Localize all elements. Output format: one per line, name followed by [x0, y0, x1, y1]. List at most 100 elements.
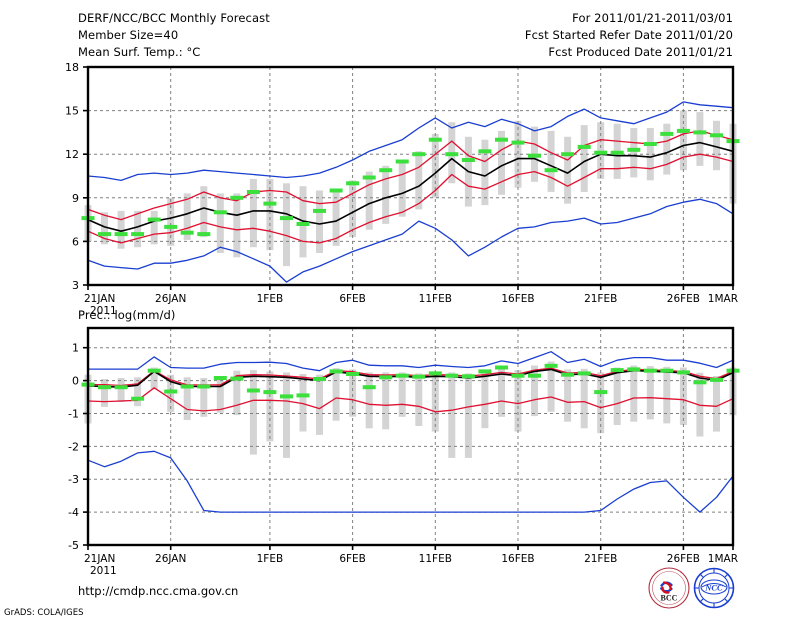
spread-bar: [183, 377, 191, 420]
spread-bar: [365, 171, 373, 230]
spread-bar: [349, 369, 357, 417]
spread-bar: [101, 379, 108, 407]
plot-frame: [86, 65, 735, 287]
spread-bar: [332, 368, 340, 421]
x-tick-label: 1FEB: [257, 553, 284, 565]
spread-bar: [249, 178, 257, 248]
spread-bar: [382, 165, 390, 224]
spread-bar: [613, 367, 621, 425]
series-upper-quartile: [87, 130, 734, 221]
figure-title: DERF/NCC/BCC Monthly Forecast: [78, 11, 270, 25]
x-tick-label: 26FEB: [667, 553, 700, 565]
spread-bar: [233, 193, 241, 258]
y-tick-label: -2: [68, 440, 79, 453]
spread-bar: [382, 372, 390, 430]
forecast-started-label: Fcst Started Refer Date 2011/01/20: [524, 28, 733, 42]
x-tick-label: 11FEB: [419, 553, 452, 565]
spread-bar: [266, 178, 274, 251]
spread-bar: [448, 372, 456, 458]
y-tick-label: 1: [72, 342, 79, 355]
series-ensemble-max: [88, 351, 734, 372]
spread-bar: [547, 361, 555, 412]
spread-bar: [481, 370, 489, 429]
series-ensemble-mean: [87, 368, 734, 389]
x-tick-label: 1MAR: [708, 293, 738, 305]
footer-url[interactable]: http://cmdp.ncc.cma.gov.cn: [78, 584, 239, 598]
spread-bar: [498, 367, 505, 417]
spread-bar: [150, 210, 158, 245]
x-tick-label: 16FEB: [501, 293, 534, 305]
spread-bar: [597, 122, 605, 179]
spread-bar: [365, 372, 373, 429]
spread-bar: [481, 139, 489, 206]
spread-bar: [547, 130, 555, 192]
x-tick-label: 1FEB: [257, 293, 284, 305]
spread-bar: [646, 366, 654, 420]
spread-bar: [498, 130, 505, 195]
spread-bar: [630, 365, 638, 422]
spread-bar: [283, 372, 290, 458]
y-tick-label: -3: [68, 473, 79, 486]
spread-bar: [415, 151, 423, 210]
y-tick-label: 3: [72, 279, 79, 292]
spread-bar: [696, 372, 704, 437]
spread-bar: [564, 369, 572, 422]
spread-bar: [200, 378, 208, 417]
spread-bar: [663, 366, 671, 424]
y-tick-label: 12: [65, 148, 79, 161]
spread-bar: [233, 370, 241, 416]
y-tick-label: 15: [65, 105, 79, 118]
spread-bar: [283, 183, 290, 267]
spread-bar: [464, 373, 472, 458]
svg-text:BCC: BCC: [661, 594, 678, 603]
x-tick-label: 1MAR: [708, 553, 738, 565]
x-tick-label: 21JAN: [84, 553, 115, 565]
spread-bar: [415, 373, 423, 426]
spread-bar: [349, 180, 357, 238]
bottom-variable-label: Prec.: log(mm/d): [78, 308, 176, 322]
ncc-logo: NCC: [693, 567, 735, 609]
x-tick-label: 21JAN: [84, 293, 115, 305]
spread-bars: [84, 361, 737, 458]
spread-bar: [646, 128, 654, 181]
member-size-label: Member Size=40: [78, 28, 179, 42]
spread-bar: [514, 120, 522, 188]
x-tick-label: 26FEB: [667, 293, 700, 305]
grid: [88, 328, 733, 545]
spread-bar: [696, 112, 704, 166]
spread-bar: [663, 123, 671, 175]
forecast-produced-label: Fcst Produced Date 2011/01/21: [548, 45, 733, 59]
grid: [88, 67, 733, 285]
svg-text:NCC: NCC: [704, 583, 723, 593]
top-variable-label: Mean Surf. Temp.: °C: [78, 45, 201, 59]
temperature-panel: 3 6 9 12 15 18 21JAN 26JAN 1FEB 6FEB 11FEB 16FEB 21F…: [65, 61, 740, 317]
y-tick-label: 18: [65, 61, 79, 74]
spread-bar: [183, 193, 191, 240]
spread-bar: [167, 197, 175, 246]
spread-bar: [564, 136, 572, 204]
spread-bar: [134, 377, 142, 407]
y-tick-label: 9: [72, 192, 79, 205]
series-lower-quartile: [87, 387, 734, 413]
spread-bar: [117, 378, 125, 402]
spread-bar: [580, 368, 588, 429]
y-tick-label: -1: [68, 408, 79, 421]
spread-bar: [216, 193, 224, 253]
x-tick-label: 26JAN: [155, 293, 186, 305]
x-tick-label: 11FEB: [419, 293, 452, 305]
y-tick-label: -4: [68, 506, 79, 519]
series-ensemble-min: [87, 198, 734, 283]
spread-bar: [580, 125, 588, 192]
series-lower-quartile: [87, 153, 734, 244]
x-tick-label: 21FEB: [584, 293, 617, 305]
spread-bar: [299, 374, 307, 432]
series-ensemble-min: [87, 450, 734, 513]
forecast-range-label: For 2011/01/21-2011/03/01: [572, 11, 733, 25]
spread-bar: [713, 376, 720, 432]
series-upper-quartile: [88, 367, 734, 387]
spread-bar: [134, 210, 142, 248]
spread-bar: [713, 120, 720, 171]
bcc-logo: BCC: [648, 567, 690, 609]
